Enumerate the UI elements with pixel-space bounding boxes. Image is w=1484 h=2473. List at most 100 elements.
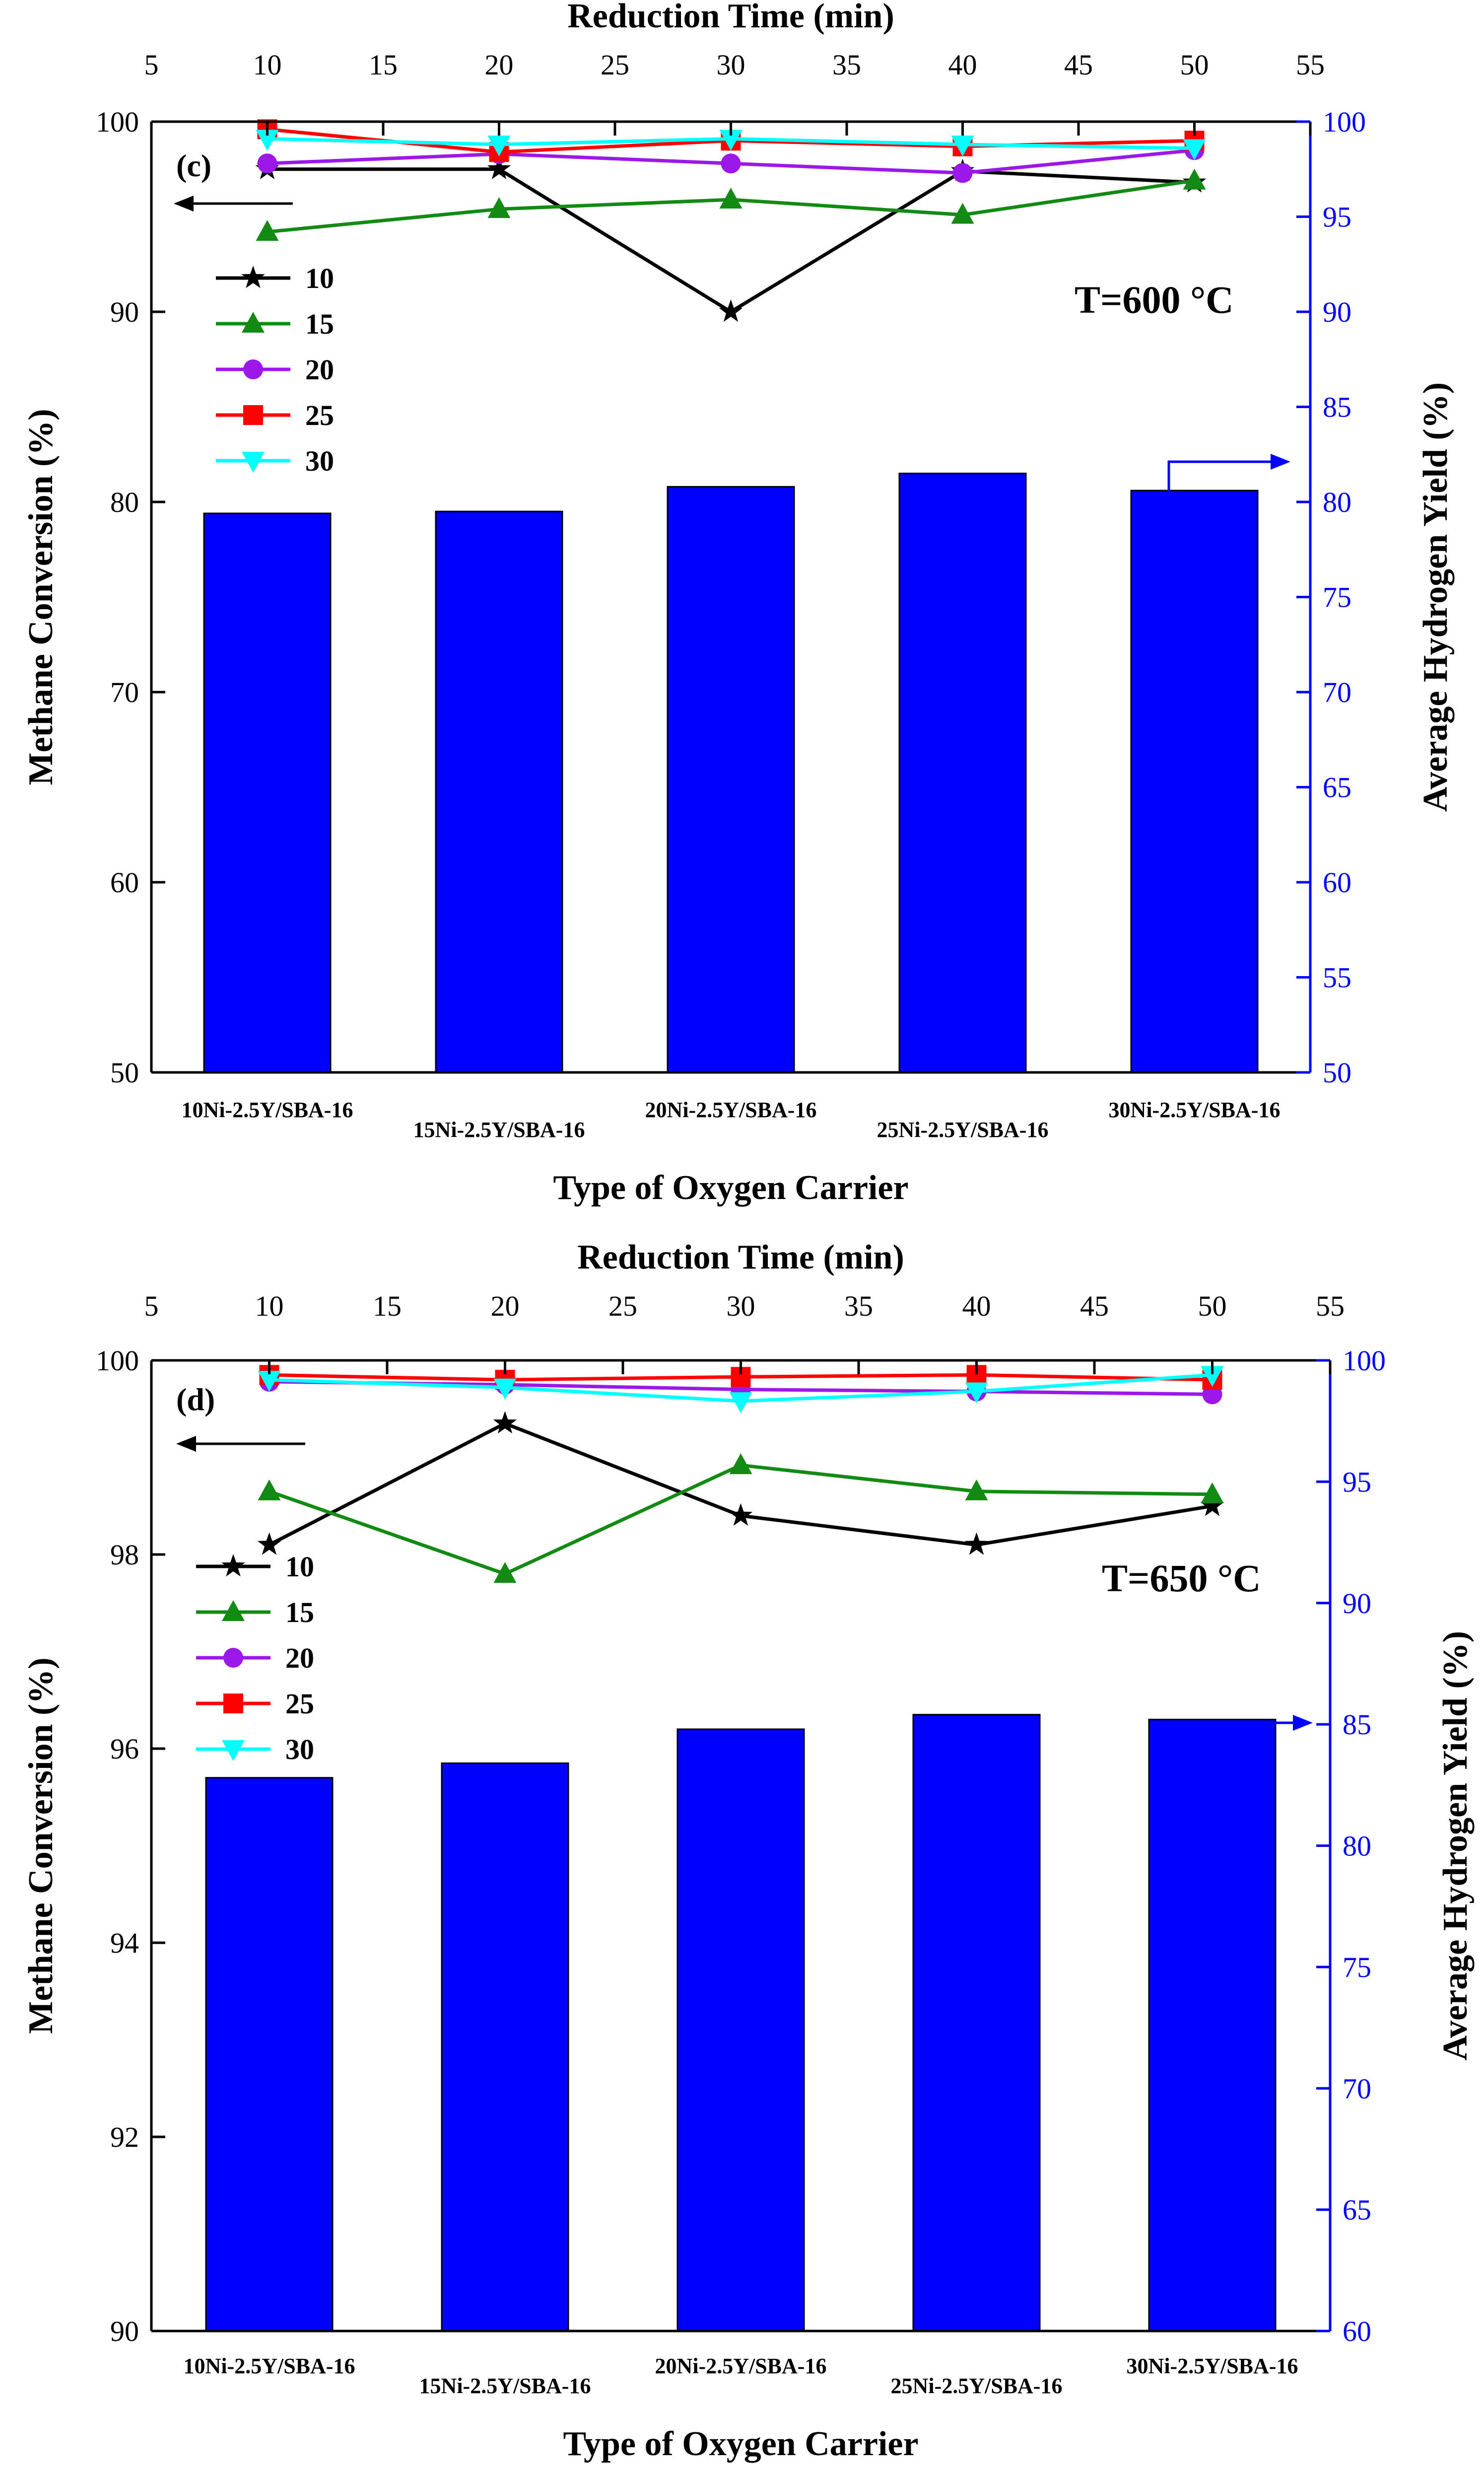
series-10-point-3 [729, 1503, 753, 1526]
legend-label-30: 30 [285, 1733, 314, 1766]
series-30-point-5 [1183, 139, 1206, 160]
left-tick-label: 50 [110, 1057, 139, 1089]
panel-label: (c) [176, 148, 211, 183]
bar-hydrogen-yield-2 [441, 1762, 569, 2332]
right-tick-label: 70 [1343, 2072, 1371, 2105]
top-tick-label: 25 [601, 49, 629, 81]
series-20-point-3 [721, 153, 741, 174]
top-tick-label: 20 [491, 1290, 520, 1322]
bar-hydrogen-yield-3 [667, 486, 795, 1073]
legend-marker-10 [221, 1554, 245, 1577]
top-tick-label: 40 [948, 49, 977, 81]
legend-label-25: 25 [305, 399, 334, 431]
left-tick-label: 96 [110, 1733, 139, 1765]
series-30-point-4 [951, 135, 974, 156]
left-tick-label: 90 [110, 2315, 139, 2347]
legend-label-20: 20 [305, 353, 334, 386]
right-tick-label: 90 [1343, 1587, 1371, 1620]
top-tick-label: 45 [1064, 49, 1093, 81]
bar-hydrogen-yield-4 [912, 1714, 1041, 2332]
series-30-point-3 [729, 1392, 752, 1413]
series-10-point-2 [487, 156, 511, 179]
right-tick-label: 90 [1323, 296, 1351, 328]
right-tick-label: 75 [1323, 581, 1351, 614]
category-label: 25Ni-2.5Y/SBA-16 [877, 1118, 1049, 1142]
left-tick-label: 100 [96, 1344, 139, 1377]
category-label: 20Ni-2.5Y/SBA-16 [645, 1098, 817, 1122]
right-tick-label: 65 [1323, 772, 1351, 804]
right-axis-title: Average Hydrogen Yield (%) [1436, 1631, 1475, 2060]
left-tick-label: 98 [110, 1539, 139, 1571]
legend-label-15: 15 [305, 308, 334, 340]
left-tick-label: 90 [110, 296, 139, 328]
top-tick-label: 45 [1080, 1290, 1109, 1322]
series-15-point-2 [487, 197, 511, 218]
bar-hydrogen-yield-2 [435, 510, 563, 1073]
right-tick-label: 80 [1343, 1830, 1371, 1862]
left-axis-arrowhead [174, 196, 194, 212]
legend-marker-15 [242, 312, 265, 333]
left-tick-label: 60 [110, 866, 139, 899]
top-tick-label: 20 [485, 49, 514, 81]
series-10-point-5 [1200, 1493, 1224, 1516]
series-15-point-2 [493, 1562, 517, 1583]
series-30-point-1 [256, 130, 279, 151]
series-10-point-3 [719, 299, 743, 322]
top-tick-label: 5 [144, 1290, 159, 1322]
series-15-point-3 [729, 1453, 752, 1475]
right-tick-label: 95 [1323, 201, 1351, 233]
series-15-point-3 [719, 188, 742, 209]
series-15-point-5 [1183, 168, 1206, 190]
series-30-point-1 [258, 1371, 281, 1392]
legend-marker-20 [223, 1648, 243, 1668]
top-tick-label: 25 [608, 1290, 637, 1322]
legend-label-20: 20 [285, 1642, 314, 1674]
legend-marker-20 [243, 359, 263, 379]
top-tick-label: 30 [727, 1290, 755, 1322]
bar-hydrogen-yield-3 [676, 1728, 805, 2332]
right-axis-arrowhead [1271, 454, 1290, 470]
legend-marker-15 [222, 1600, 245, 1621]
legend-label-25: 25 [285, 1688, 314, 1720]
left-tick-label: 92 [110, 2121, 139, 2153]
bottom-axis-title: Type of Oxygen Carrier [563, 2425, 918, 2463]
right-tick-label: 65 [1343, 2194, 1371, 2226]
left-tick-label: 100 [96, 106, 139, 138]
top-tick-label: 30 [717, 49, 745, 81]
top-tick-label: 15 [369, 49, 398, 81]
series-20-point-1 [257, 153, 277, 174]
panel-label: (d) [176, 1382, 215, 1417]
right-tick-label: 60 [1343, 2315, 1371, 2347]
legend-marker-25 [243, 405, 263, 425]
top-axis-title: Reduction Time (min) [567, 0, 894, 35]
right-axis-arrowhead [1293, 1715, 1313, 1731]
right-axis-arrow [1167, 460, 1281, 494]
legend-label-10: 10 [305, 262, 334, 294]
top-axis-title: Reduction Time (min) [577, 1238, 904, 1276]
series-15-point-4 [951, 203, 974, 224]
top-tick-label: 55 [1296, 49, 1325, 81]
right-tick-label: 75 [1343, 1951, 1371, 1983]
series-15-point-1 [258, 1479, 281, 1500]
temperature-label: T=600 °C [1075, 278, 1234, 321]
right-tick-label: 50 [1323, 1057, 1351, 1089]
left-tick-label: 94 [110, 1927, 139, 1959]
right-tick-label: 95 [1343, 1466, 1371, 1498]
top-tick-label: 35 [844, 1290, 873, 1322]
series-30-point-2 [493, 1378, 517, 1400]
top-tick-label: 35 [832, 49, 861, 81]
series-30-point-4 [965, 1382, 988, 1404]
legend-marker-25 [223, 1694, 243, 1713]
series-10-point-2 [493, 1411, 517, 1434]
legend-label-15: 15 [285, 1596, 314, 1628]
top-tick-label: 55 [1316, 1290, 1345, 1322]
top-tick-label: 40 [962, 1290, 991, 1322]
bar-hydrogen-yield-4 [898, 473, 1027, 1073]
right-axis-arrow [1187, 1721, 1303, 1750]
category-label: 10Ni-2.5Y/SBA-16 [182, 1098, 353, 1122]
series-10-point-4 [964, 1532, 989, 1555]
series-30-point-5 [1201, 1366, 1224, 1387]
top-tick-label: 15 [373, 1290, 402, 1322]
